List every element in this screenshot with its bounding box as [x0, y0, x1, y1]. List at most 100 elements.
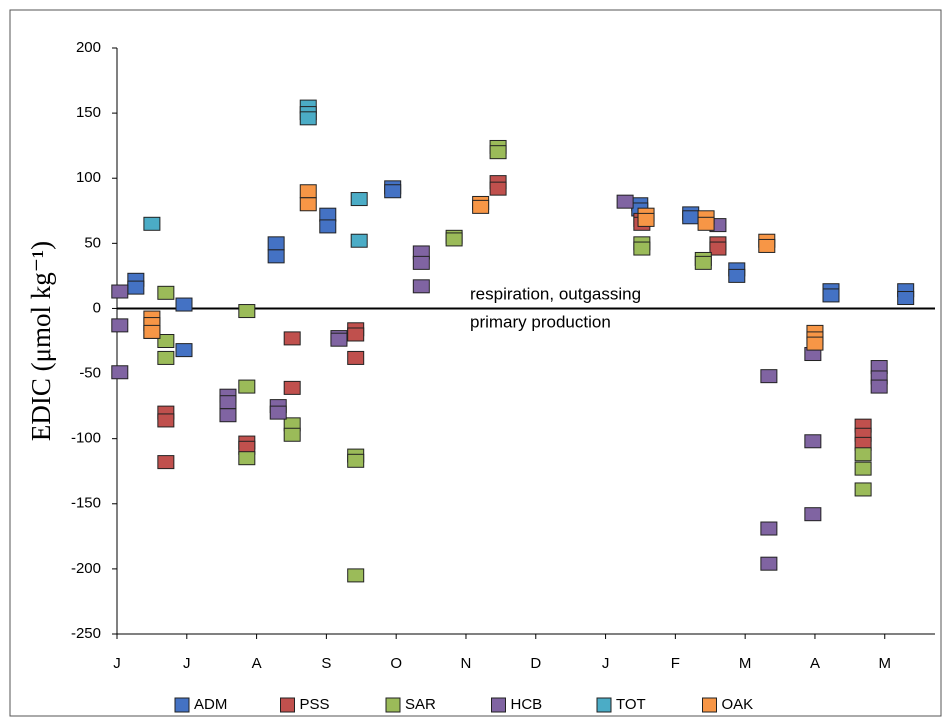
marker: [760, 521, 778, 536]
marker: [384, 184, 402, 199]
x-tick-label: A: [810, 655, 820, 672]
marker: [157, 413, 175, 428]
marker: [616, 194, 634, 209]
marker: [127, 280, 145, 295]
marker: [897, 291, 915, 306]
marker: [822, 288, 840, 303]
marker: [219, 408, 237, 423]
marker: [111, 318, 129, 333]
marker: [350, 233, 368, 248]
x-tick-label: J: [602, 655, 610, 672]
legend-label: TOT: [616, 696, 646, 713]
y-tick-label: -250: [71, 625, 101, 642]
marker: [633, 241, 651, 256]
marker: [760, 369, 778, 384]
x-tick-label: A: [252, 655, 262, 672]
marker: [143, 216, 161, 231]
annotation: primary production: [470, 312, 611, 331]
marker: [347, 327, 365, 342]
y-tick-label: -50: [79, 365, 101, 382]
marker: [347, 350, 365, 365]
marker: [330, 332, 348, 347]
legend-marker: [596, 697, 612, 713]
legend-marker: [385, 697, 401, 713]
legend-label: SAR: [405, 696, 436, 713]
marker: [111, 284, 129, 299]
marker: [267, 236, 285, 251]
marker: [283, 380, 301, 395]
y-tick-label: 200: [76, 39, 101, 56]
marker: [489, 145, 507, 160]
marker: [347, 453, 365, 468]
marker: [350, 192, 368, 207]
marker: [709, 241, 727, 256]
frame: [9, 9, 942, 717]
marker: [238, 379, 256, 394]
y-tick-label: -150: [71, 495, 101, 512]
x-tick-label: O: [390, 655, 402, 672]
marker: [804, 434, 822, 449]
marker: [238, 451, 256, 466]
marker: [299, 197, 317, 212]
marker: [283, 331, 301, 346]
x-tick-label: J: [113, 655, 121, 672]
y-tick-label: -200: [71, 560, 101, 577]
marker: [175, 343, 193, 358]
legend-marker: [174, 697, 190, 713]
marker: [219, 395, 237, 410]
y-tick-label: 150: [76, 104, 101, 121]
marker: [472, 199, 490, 214]
marker: [870, 379, 888, 394]
marker: [269, 405, 287, 420]
y-tick-label: 0: [93, 299, 101, 316]
x-tick-label: D: [530, 655, 541, 672]
marker: [299, 184, 317, 199]
marker: [157, 285, 175, 300]
marker: [489, 181, 507, 196]
legend-label: ADM: [194, 696, 227, 713]
marker: [299, 111, 317, 126]
marker: [157, 350, 175, 365]
annotation: respiration, outgassing: [470, 284, 641, 303]
y-tick-label: -100: [71, 430, 101, 447]
y-axis-label: EDIC (μmol kg⁻¹): [26, 241, 56, 441]
marker: [806, 336, 824, 351]
x-tick-label: F: [671, 655, 680, 672]
x-tick-label: S: [321, 655, 331, 672]
marker: [412, 279, 430, 294]
marker: [319, 207, 337, 222]
y-tick-label: 100: [76, 169, 101, 186]
marker: [804, 507, 822, 522]
marker: [682, 210, 700, 225]
legend-marker: [280, 697, 295, 713]
x-tick-label: N: [461, 655, 472, 672]
marker: [175, 297, 193, 312]
marker: [728, 268, 746, 283]
marker: [854, 482, 872, 497]
legend-label: PSS: [300, 696, 330, 713]
marker: [760, 556, 778, 571]
marker: [283, 427, 301, 442]
marker: [157, 455, 175, 470]
legend-marker: [702, 697, 717, 713]
marker: [157, 334, 175, 348]
marker: [319, 219, 337, 234]
marker: [111, 365, 129, 380]
marker: [347, 568, 365, 583]
marker: [694, 255, 712, 270]
marker: [697, 216, 715, 231]
marker: [238, 304, 256, 319]
x-tick-label: J: [183, 655, 191, 672]
marker: [637, 212, 655, 227]
marker: [412, 255, 430, 270]
marker: [854, 447, 872, 462]
marker: [143, 324, 161, 339]
legend-marker: [491, 697, 506, 713]
marker: [445, 232, 463, 247]
y-tick-label: 50: [84, 234, 101, 251]
marker: [758, 238, 776, 253]
x-tick-label: M: [878, 655, 891, 672]
legend-label: OAK: [722, 696, 754, 713]
marker: [267, 249, 285, 264]
